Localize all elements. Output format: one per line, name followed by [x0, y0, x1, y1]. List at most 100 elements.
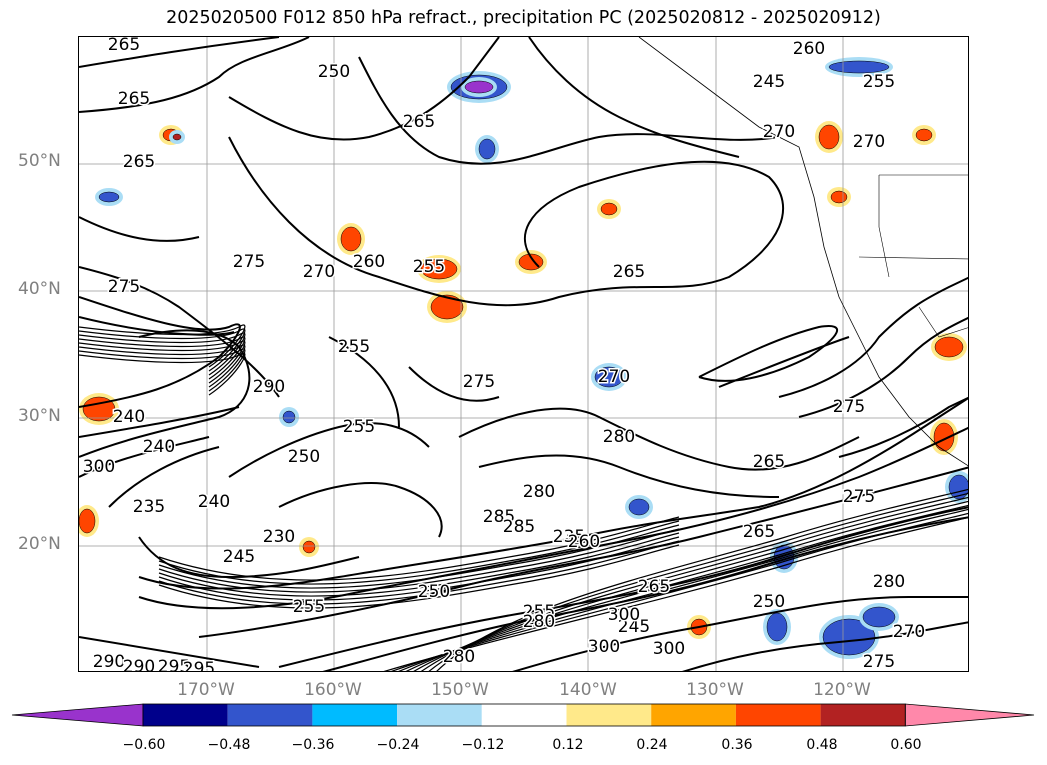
map-canvas: 265 260 250 245 255 265 270 270 265 265 275 275 270 2…: [79, 37, 968, 672]
refractivity-contours: [79, 37, 968, 671]
contour-line: [79, 266, 280, 398]
precip-cell: [594, 366, 624, 388]
contour-label: 265: [118, 89, 150, 109]
contour-label: 275: [233, 252, 265, 272]
contour-label: 275: [108, 277, 140, 297]
contour-line: [798, 316, 968, 418]
contour-label: 275: [833, 397, 865, 417]
colorbar-segment: [820, 704, 906, 726]
contour-line: [79, 316, 235, 336]
precip-cell: [98, 191, 120, 203]
contour-line: [278, 506, 968, 668]
contour-label: 265: [123, 152, 155, 172]
contour-label: 265: [743, 522, 775, 542]
precip-cell: [302, 540, 316, 554]
contour-line: [79, 348, 246, 392]
precip-cell: [464, 80, 494, 94]
contour-line: [398, 508, 968, 671]
contour-label: 255: [523, 602, 555, 622]
contour-label: 230: [263, 527, 295, 547]
contour-line: [718, 336, 850, 388]
contour-line: [158, 524, 680, 589]
colorbar-segment: [735, 704, 821, 726]
contour-line: [158, 536, 680, 601]
contour-line: [158, 544, 680, 609]
lon-label-160w: 160°W: [304, 680, 362, 700]
contour-label: 280: [873, 572, 905, 592]
contour-label: 280: [603, 427, 635, 447]
contour-label: 265: [753, 452, 785, 472]
precip-cell: [282, 410, 296, 424]
contour-label: 250: [318, 62, 350, 82]
lon-label-140w: 140°W: [559, 680, 617, 700]
contour-label: 280: [523, 612, 555, 632]
colorbar-segment: [481, 704, 567, 726]
contour-line: [408, 366, 500, 402]
contour-label: 270: [598, 367, 630, 387]
contour-line: [383, 516, 968, 671]
contour-label: 265: [108, 37, 140, 55]
contour-label: 300: [608, 605, 640, 625]
lon-label-130w: 130°W: [686, 680, 744, 700]
contour-line: [405, 504, 968, 671]
contour-line: [79, 340, 246, 384]
contour-line: [478, 454, 780, 498]
precip-cell: [818, 124, 840, 150]
contour-label: 270: [303, 262, 335, 282]
contour-label: 260: [353, 252, 385, 272]
precip-cell: [830, 190, 848, 204]
colorbar-tick: 0.60: [890, 737, 922, 753]
contour-label: 240: [198, 492, 230, 512]
colorbar-tick: 0.24: [636, 737, 668, 753]
contour-line: [138, 426, 968, 610]
contour-line: [228, 37, 500, 141]
contour-line: [778, 276, 968, 398]
colorbar-segment: [651, 704, 736, 726]
contour-labels: 265 260 250 245 255 265 270 270 265 265 275 275 270 2…: [81, 37, 926, 672]
precip-cell: [933, 422, 955, 452]
contour-label: 255: [413, 257, 445, 277]
contour-label: 300: [83, 457, 115, 477]
contour-line: [358, 56, 780, 165]
contour-label: 255: [293, 597, 325, 617]
lat-label-30n: 30°N: [18, 406, 61, 426]
contour-label: 260: [793, 39, 825, 59]
contour-label: 265: [638, 577, 670, 597]
contour-line: [528, 37, 740, 158]
colorbar-tick: 0.36: [721, 737, 753, 753]
contour-line: [158, 516, 680, 581]
colorbar-segment: [227, 704, 313, 726]
contour-label: 240: [143, 437, 175, 457]
precip-cell: [430, 294, 464, 320]
contour-line: [158, 528, 680, 593]
coastline-north-america: [638, 37, 968, 467]
contour-line: [138, 536, 360, 579]
precip-cell: [915, 128, 933, 142]
political-borders: [858, 174, 968, 338]
precipitation-shading: [79, 57, 968, 659]
contour-label: 245: [223, 547, 255, 567]
contour-label: 295: [183, 659, 215, 672]
contour-line: [436, 488, 968, 671]
contour-line: [228, 136, 785, 307]
colorbar-segment: [312, 704, 398, 726]
colorbar-segment: [143, 704, 228, 726]
contour-line: [228, 422, 430, 478]
colorbar-tick: −0.36: [291, 737, 335, 753]
contour-label: 275: [463, 372, 495, 392]
contour-line: [79, 37, 280, 68]
contour-line: [420, 496, 968, 671]
contour-line: [79, 344, 246, 388]
contour-label: 280: [443, 647, 475, 667]
contour-line: [79, 216, 200, 242]
precip-cell: [766, 612, 788, 642]
contour-line: [79, 37, 310, 113]
contour-line: [458, 407, 860, 471]
contour-label: 270: [853, 132, 885, 152]
lon-label-150w: 150°W: [431, 680, 489, 700]
contour-line: [278, 482, 443, 538]
contour-line: [158, 520, 680, 585]
contour-line: [138, 397, 968, 590]
contour-label: 255: [863, 72, 895, 92]
colorbar-tick: −0.60: [122, 737, 166, 753]
